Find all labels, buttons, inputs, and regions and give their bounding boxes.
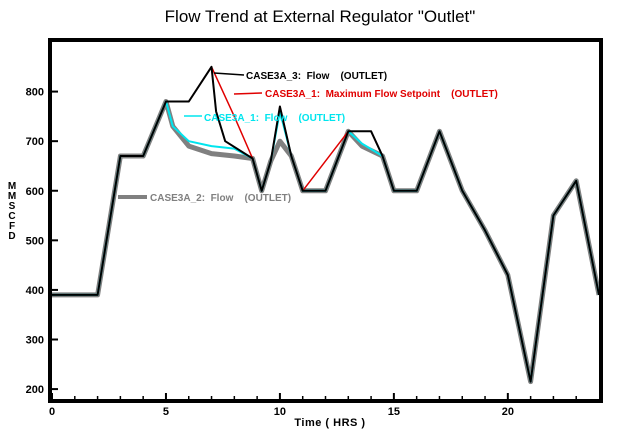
x-tick-label: 0 [49, 406, 55, 418]
y-tick-label: 800 [26, 87, 44, 99]
legend-leader [233, 92, 263, 95]
legend-leader [213, 72, 245, 76]
series-line-2 [52, 100, 600, 383]
y-tick-label: 600 [26, 186, 44, 198]
y-tick-label: 400 [26, 285, 44, 297]
x-axis-label: Time ( HRS ) [294, 417, 366, 429]
axis-ticks: 200 300 400 500 600 700 800 0 5 10 15 20 [26, 87, 577, 418]
plot-frame [48, 38, 603, 403]
y-tick-label: 500 [26, 235, 44, 247]
x-tick-label: 15 [388, 406, 400, 418]
legend-labels: CASE3A_3: Flow (OUTLET) CASE3A_1: Maximum… [118, 71, 498, 204]
x-tick-label: 10 [274, 406, 286, 418]
y-tick-label: 200 [26, 384, 44, 396]
y-tick-label: 300 [26, 335, 44, 347]
y-tick-label: 700 [26, 136, 44, 148]
series-line-1 [52, 99, 602, 385]
chart-title: Flow Trend at External Regulator "Outlet… [164, 7, 476, 26]
series-lines [52, 65, 602, 385]
x-tick-label: 5 [163, 406, 169, 418]
legend-label: CASE3A_3: Flow (OUTLET) [246, 71, 387, 82]
legend-label: CASE3A_2: Flow (OUTLET) [150, 193, 291, 204]
legend-label: CASE3A_1: Flow (OUTLET) [204, 113, 345, 124]
series-line-4 [52, 65, 600, 383]
x-tick-label: 20 [502, 406, 514, 418]
legend-label: CASE3A_1: Maximum Flow Setpoint (OUTLET) [265, 89, 498, 100]
y-axis-label: MMSCFD [7, 181, 17, 242]
